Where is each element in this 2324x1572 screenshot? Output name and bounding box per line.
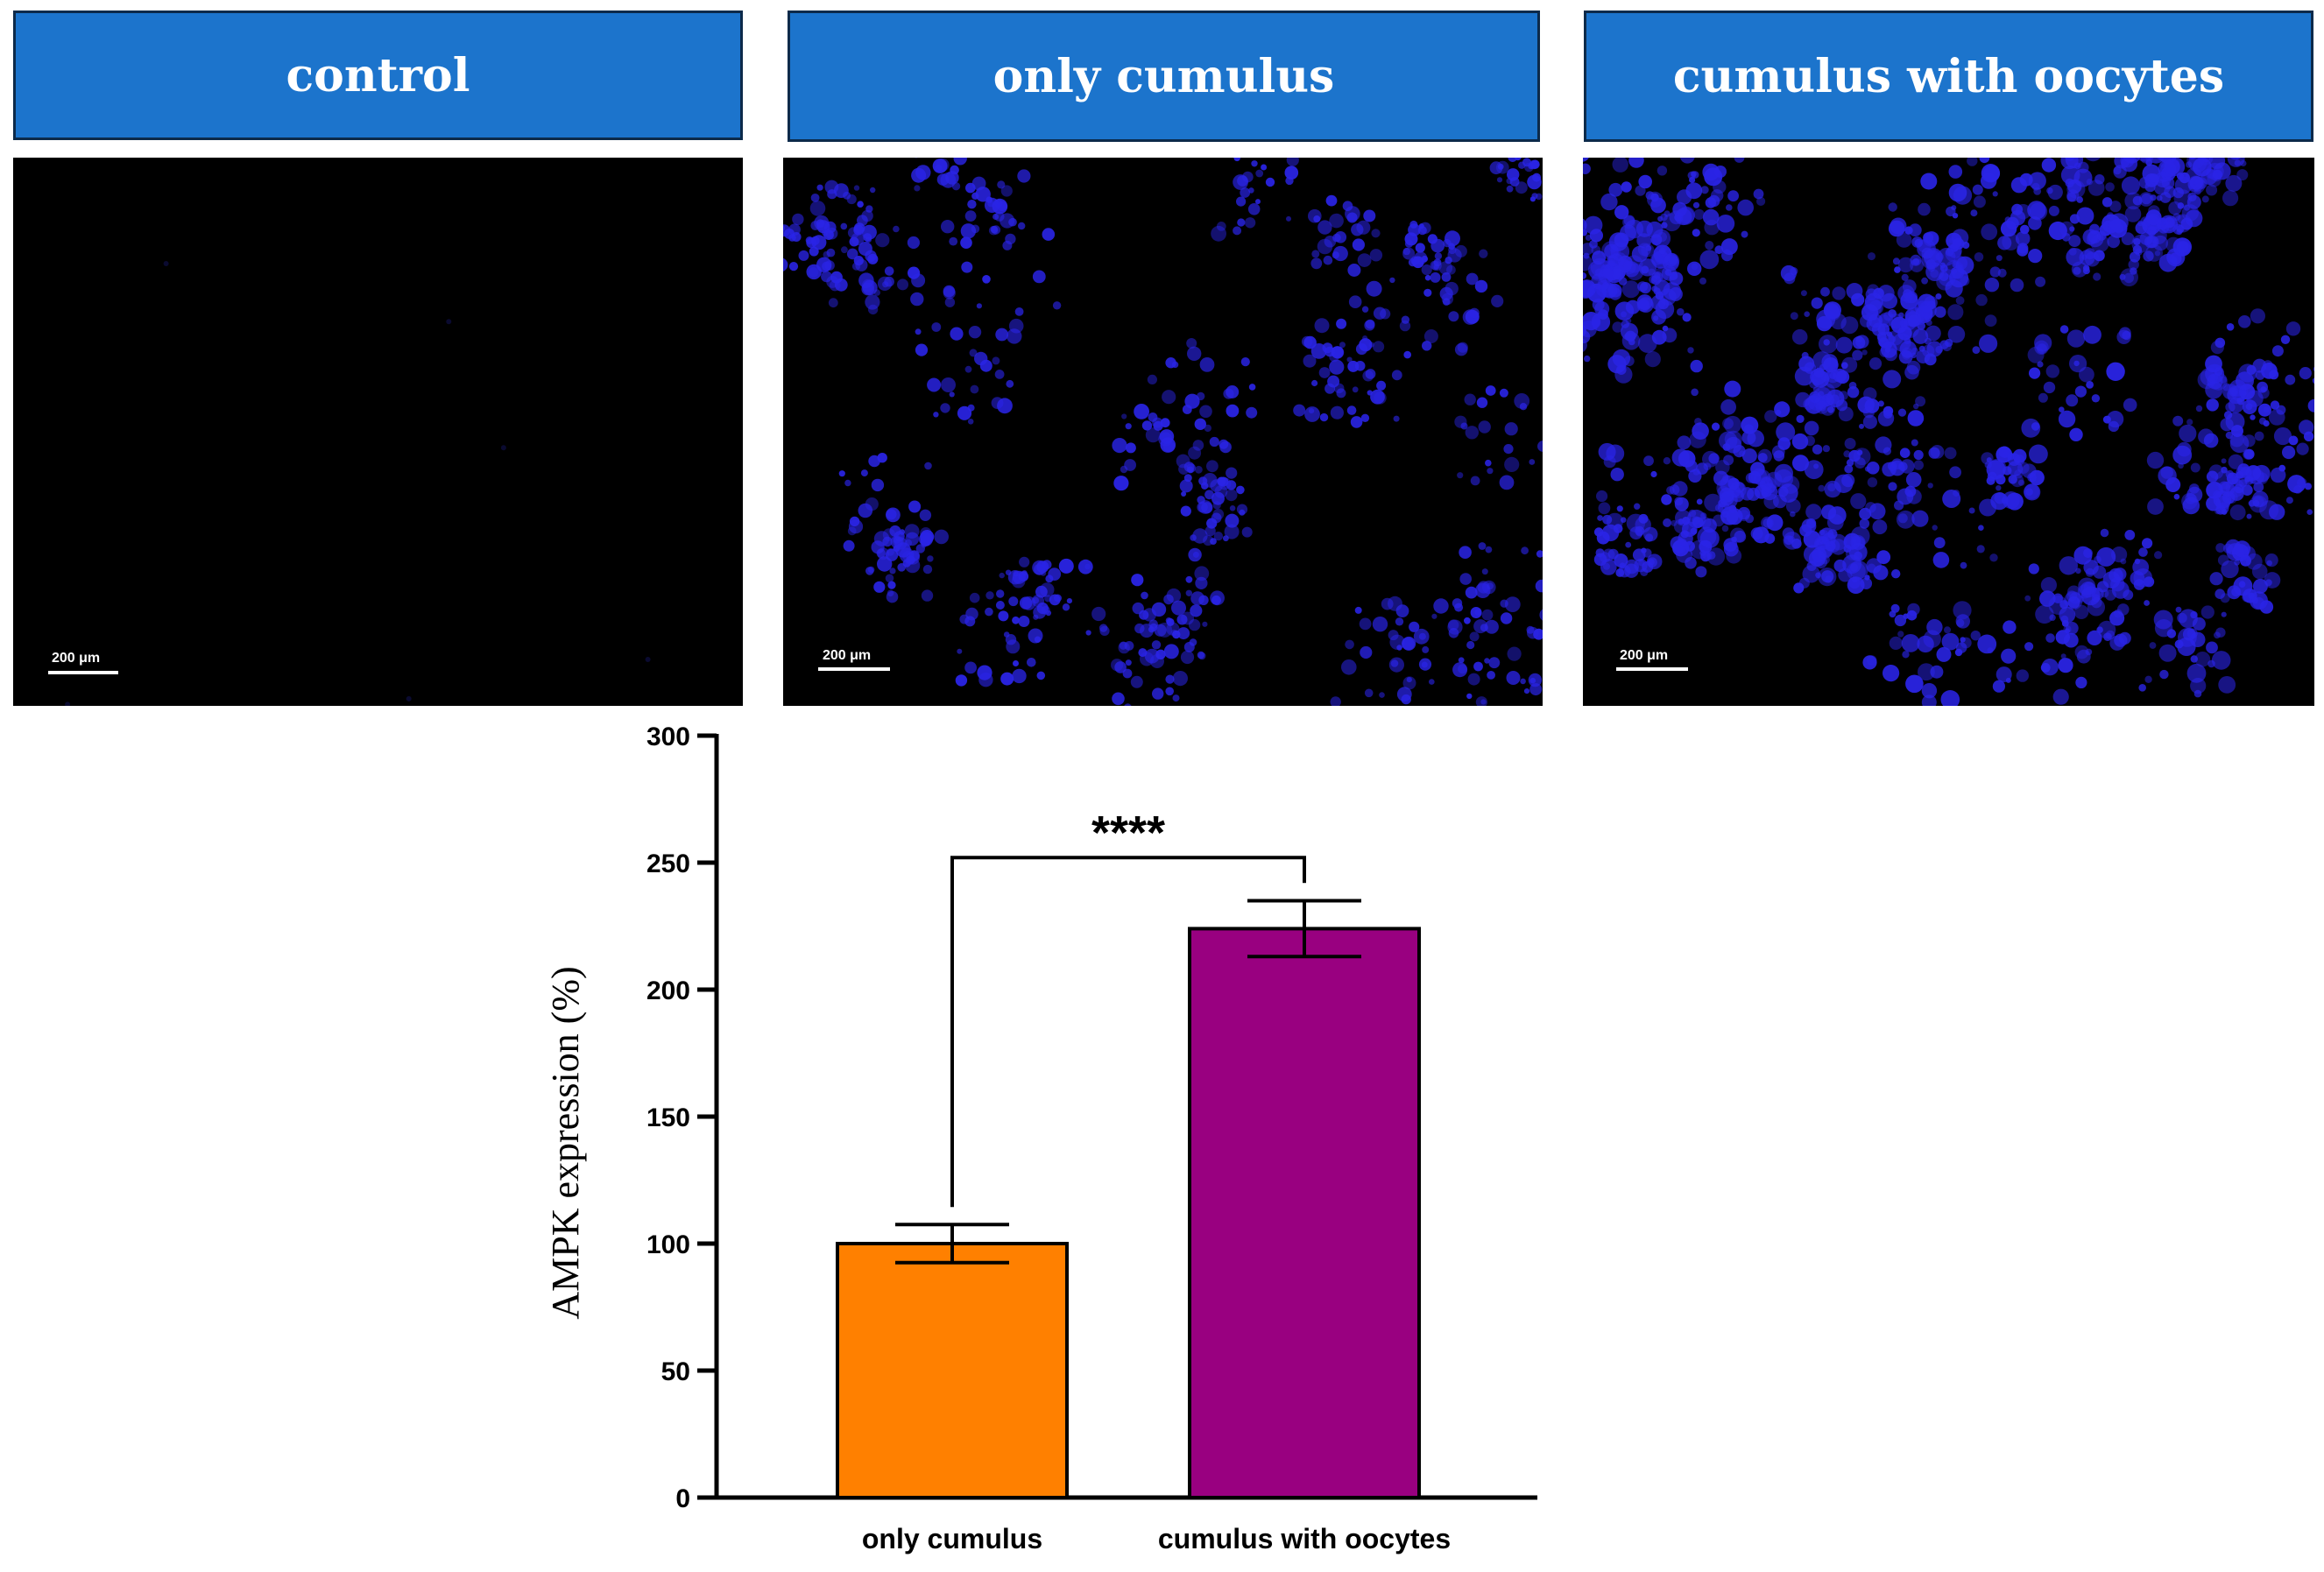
y-tick-label: 200 xyxy=(646,976,690,1005)
scale-bar xyxy=(48,671,118,674)
y-axis-label: AMPK expression (%) xyxy=(544,966,587,1319)
y-tick-label: 50 xyxy=(661,1357,690,1386)
scale-bar-label: 200 μm xyxy=(52,651,101,666)
y-tick-label: 300 xyxy=(646,723,690,751)
fluorescence-layer xyxy=(65,261,651,706)
y-tick-label: 150 xyxy=(646,1103,690,1132)
panel-title: control xyxy=(286,48,470,102)
bar-chart: 0 50 100 150 200 250 300 only cumulus cumulus wi… xyxy=(544,723,1537,1554)
x-category-label: only cumulus xyxy=(862,1523,1042,1554)
chart-labels: 0 50 100 150 200 250 300 only cumulus cumulus wi… xyxy=(646,723,1451,1554)
y-tick-label: 0 xyxy=(675,1484,690,1513)
x-category-label: cumulus with oocytes xyxy=(1158,1523,1451,1554)
micrograph-only-cumulus: 200 μm xyxy=(783,158,1543,706)
scale-bar xyxy=(818,667,890,671)
panel-header-cumulus-with-oocytes: cumulus with oocytes xyxy=(1584,11,2313,142)
micrograph-cumulus-with-oocytes: 200 μm xyxy=(1583,158,2314,706)
micrograph-control: 200 μm xyxy=(13,158,743,706)
scale-bar-label: 200 μm xyxy=(823,648,872,663)
fluorescence-layer xyxy=(1583,158,2314,706)
y-tick-label: 250 xyxy=(646,849,690,878)
panel-title: only cumulus xyxy=(992,49,1335,103)
panel-title: cumulus with oocytes xyxy=(1672,49,2225,103)
scale-bar-label: 200 μm xyxy=(1620,648,1669,663)
bar-only-cumulus xyxy=(836,1242,1069,1499)
scale-bar xyxy=(1616,667,1688,671)
chart-bars xyxy=(836,856,1421,1499)
significance-label: **** xyxy=(1091,807,1165,859)
fluorescence-layer xyxy=(783,158,1543,706)
bar-cumulus-with-oocytes xyxy=(1188,927,1421,1499)
panel-header-only-cumulus: only cumulus xyxy=(788,11,1540,142)
y-tick-label: 100 xyxy=(646,1230,690,1259)
panel-header-control: control xyxy=(13,11,743,140)
